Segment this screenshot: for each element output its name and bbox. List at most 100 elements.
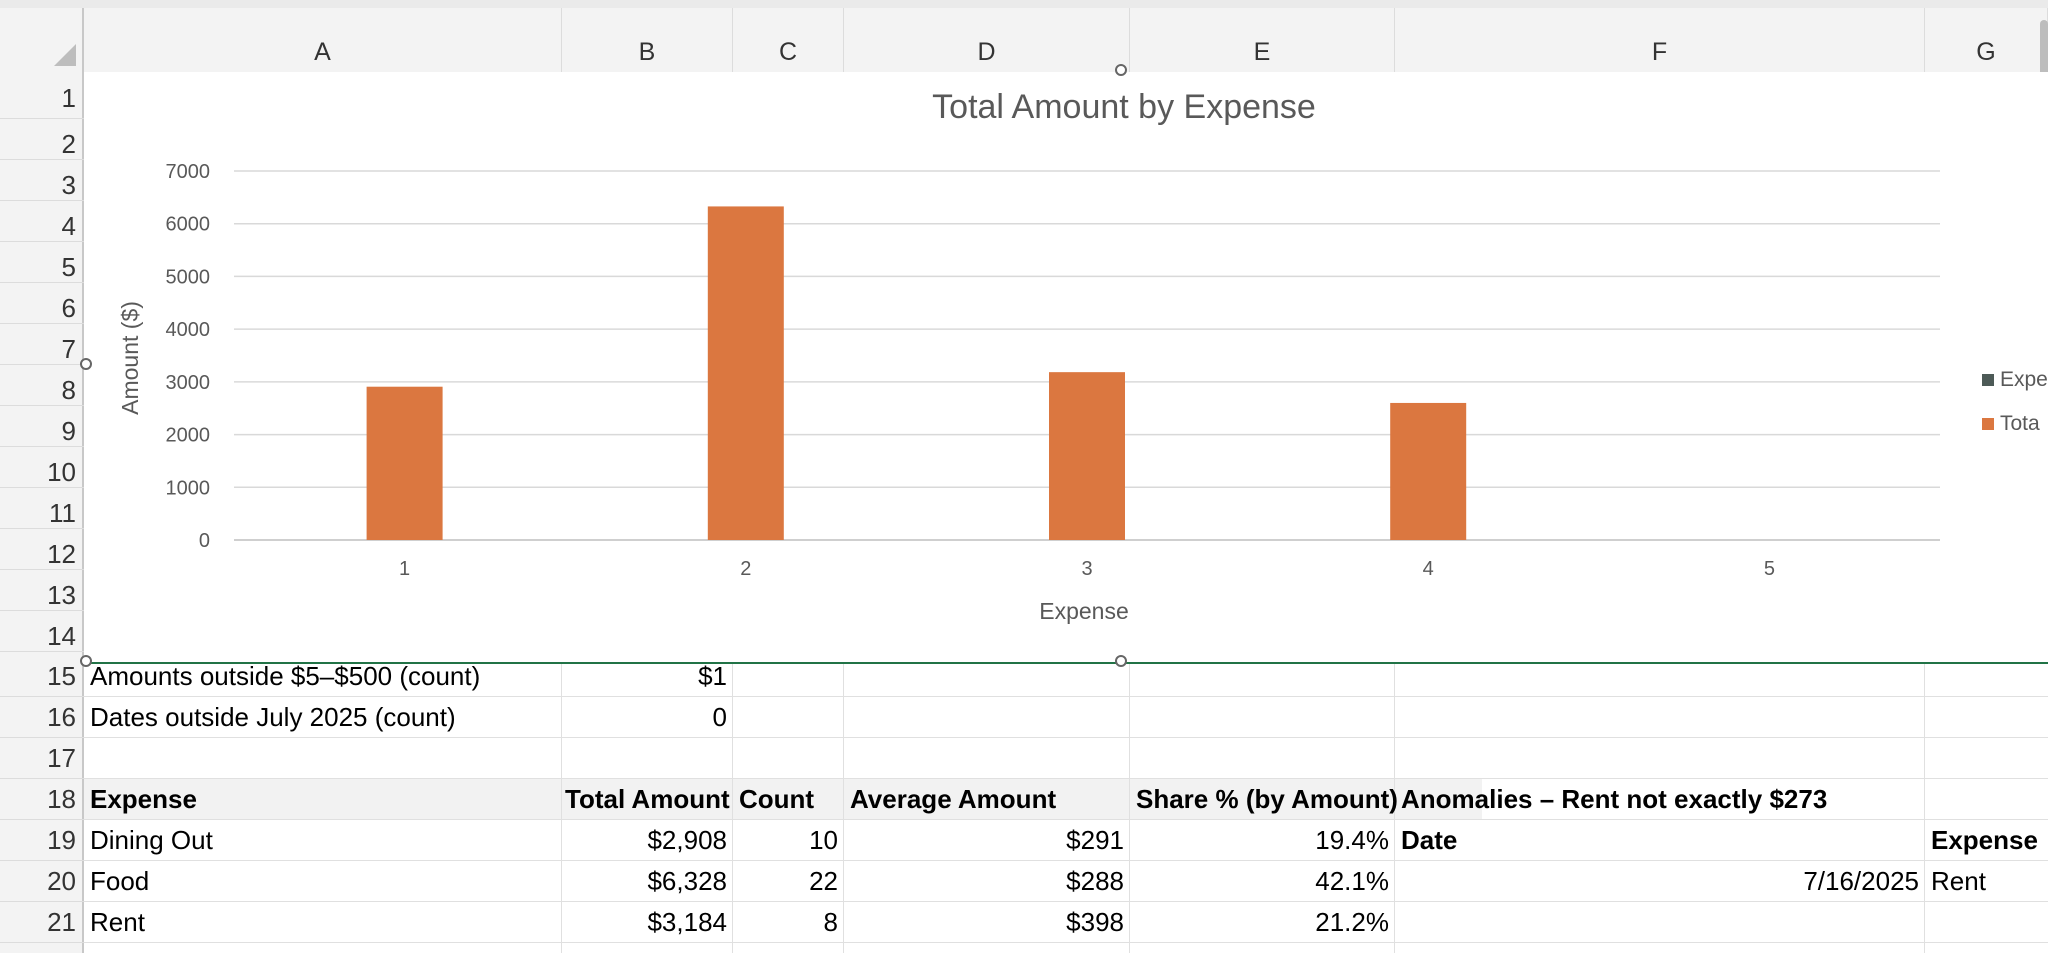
row-header-9[interactable]: 9 — [0, 406, 84, 447]
chart-bars — [366, 206, 1467, 540]
row-header-16[interactable]: 16 — [0, 697, 84, 738]
cell-f19[interactable]: Date — [1401, 825, 1458, 855]
row-header-15[interactable]: 15 — [0, 656, 84, 697]
cell-c18[interactable]: Count — [739, 784, 815, 814]
row-header-14[interactable]: 14 — [0, 611, 84, 652]
cell-b18[interactable]: Total Amount — [565, 784, 730, 814]
row-header-17[interactable]: 17 — [0, 738, 84, 779]
cell-c21[interactable]: 8 — [823, 907, 838, 937]
resize-handle-top[interactable] — [1115, 64, 1127, 76]
cell-e21[interactable]: 21.2% — [1315, 907, 1389, 937]
select-all-corner[interactable] — [0, 8, 84, 72]
cell-a16[interactable]: Dates outside July 2025 (count) — [90, 702, 456, 732]
row-header-1[interactable]: 1 — [0, 78, 84, 119]
row-header-13[interactable]: 13 — [0, 570, 84, 611]
gridline — [561, 664, 562, 953]
gridline — [84, 860, 2048, 861]
row-header-19[interactable]: 19 — [0, 820, 84, 861]
cell-d19[interactable]: $291 — [1066, 825, 1124, 855]
x-tick-label: 3 — [1081, 558, 1092, 580]
column-header-a[interactable]: A — [84, 8, 562, 72]
cell-a21[interactable]: Rent — [90, 907, 145, 937]
x-axis-ticks: 1 2 3 4 5 — [399, 558, 1775, 580]
cell-b21[interactable]: $3,184 — [647, 907, 727, 937]
x-tick-label: 4 — [1423, 558, 1434, 580]
legend-swatch-expe — [1982, 374, 1994, 386]
gridline — [843, 664, 844, 953]
row-header-2[interactable]: 2 — [0, 119, 84, 160]
row-header-column — [0, 72, 84, 953]
bar-chart: Total Amount by Expense Expense Amount (… — [117, 88, 2048, 624]
gridline — [1924, 664, 1925, 953]
gridline — [84, 696, 2048, 697]
cell-c20[interactable]: 22 — [809, 866, 838, 896]
bar-2[interactable] — [707, 206, 784, 540]
cell-f18[interactable]: Anomalies – Rent not exactly $273 — [1401, 784, 1828, 814]
cell-b16[interactable]: 0 — [712, 702, 727, 732]
gridline — [84, 819, 2048, 820]
y-axis-ticks: 0 1000 2000 3000 4000 5000 6000 7000 — [166, 161, 211, 552]
gridline — [1394, 664, 1395, 953]
legend-label-expe: Expe — [2000, 368, 2048, 391]
resize-handle-bottom-left[interactable] — [80, 655, 92, 667]
cell-g20[interactable]: Rent — [1931, 866, 1986, 896]
y-tick-label: 6000 — [166, 214, 211, 236]
resize-handle-left[interactable] — [80, 358, 92, 370]
y-tick-label: 3000 — [166, 372, 211, 394]
row-header-3[interactable]: 3 — [0, 160, 84, 201]
row-header-18[interactable]: 18 — [0, 779, 84, 820]
cell-d18[interactable]: Average Amount — [850, 784, 1057, 814]
resize-handle-bottom[interactable] — [1115, 655, 1127, 667]
column-header-d[interactable]: D — [844, 8, 1130, 72]
row-header-5[interactable]: 5 — [0, 242, 84, 283]
y-tick-label: 1000 — [166, 477, 211, 499]
gridline — [84, 778, 2048, 779]
x-axis-title: Expense — [1039, 598, 1129, 624]
row-header-8[interactable]: 8 — [0, 365, 84, 406]
bar-1[interactable] — [366, 386, 443, 540]
row-header-10[interactable]: 10 — [0, 447, 84, 488]
cell-a19[interactable]: Dining Out — [90, 825, 213, 855]
gridline — [84, 901, 2048, 902]
x-tick-label: 1 — [399, 558, 410, 580]
column-header-g[interactable]: G — [1925, 8, 2048, 72]
cell-e20[interactable]: 42.1% — [1315, 866, 1389, 896]
cell-b19[interactable]: $2,908 — [647, 825, 727, 855]
column-header-e[interactable]: E — [1130, 8, 1395, 72]
cell-e18[interactable]: Share % (by Amount) — [1136, 784, 1398, 814]
bar-4[interactable] — [1390, 402, 1467, 540]
cell-d20[interactable]: $288 — [1066, 866, 1124, 896]
row-header-6[interactable]: 6 — [0, 283, 84, 324]
x-tick-label: 2 — [740, 558, 751, 580]
gridline — [1129, 664, 1130, 953]
bar-3[interactable] — [1049, 372, 1125, 540]
row-header-20[interactable]: 20 — [0, 861, 84, 902]
cell-a15[interactable]: Amounts outside $5–$500 (count) — [90, 661, 481, 691]
gridline — [84, 942, 2048, 943]
vertical-scrollbar-thumb[interactable] — [2040, 20, 2048, 110]
y-tick-label: 4000 — [166, 319, 211, 341]
cell-e19[interactable]: 19.4% — [1315, 825, 1389, 855]
select-all-triangle-icon[interactable] — [54, 44, 76, 66]
cell-g19[interactable]: Expense — [1931, 825, 2038, 855]
cell-f20[interactable]: 7/16/2025 — [1803, 866, 1919, 896]
row-header-7[interactable]: 7 — [0, 324, 84, 365]
y-tick-label: 7000 — [166, 161, 211, 183]
y-tick-label: 2000 — [166, 425, 211, 447]
gridline — [84, 737, 2048, 738]
column-header-c[interactable]: C — [733, 8, 844, 72]
cell-a20[interactable]: Food — [90, 866, 150, 896]
column-header-b[interactable]: B — [562, 8, 733, 72]
chart-object[interactable]: Total Amount by Expense Expense Amount (… — [84, 72, 2048, 662]
row-header-11[interactable]: 11 — [0, 488, 84, 529]
row-header-12[interactable]: 12 — [0, 529, 84, 570]
row-header-4[interactable]: 4 — [0, 201, 84, 242]
cell-a18[interactable]: Expense — [90, 784, 197, 814]
y-tick-label: 0 — [199, 530, 210, 552]
cell-c19[interactable]: 10 — [809, 825, 838, 855]
row-header-21[interactable]: 21 — [0, 902, 84, 943]
cell-d21[interactable]: $398 — [1066, 907, 1124, 937]
cell-b15[interactable]: $1 — [698, 661, 727, 691]
cell-b20[interactable]: $6,328 — [647, 866, 727, 896]
column-header-f[interactable]: F — [1395, 8, 1925, 72]
